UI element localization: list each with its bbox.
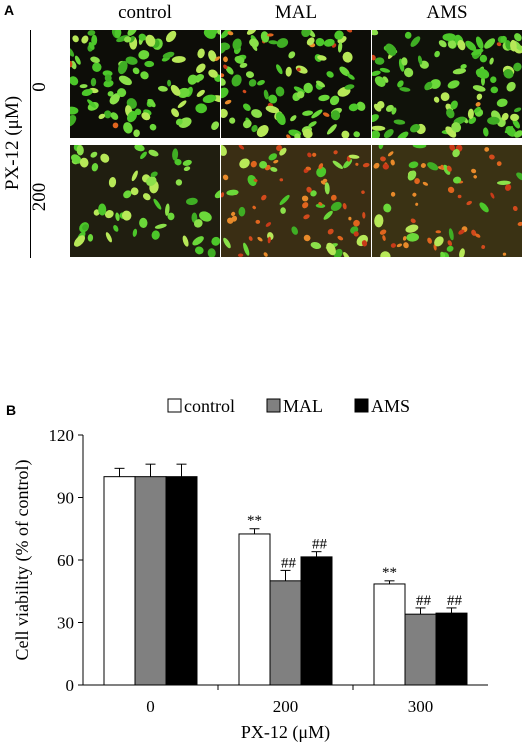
- bar-control: [103, 476, 136, 686]
- row-axis-line: [30, 30, 31, 258]
- row-label-200: 200: [29, 182, 50, 212]
- significance-label: ##: [281, 555, 297, 571]
- y-tick-label: 30: [57, 614, 74, 633]
- column-label-mal: MAL: [274, 2, 318, 23]
- legend-label-control: control: [184, 396, 235, 416]
- legend-label-ams: AMS: [371, 396, 410, 416]
- y-tick-label: 0: [66, 676, 75, 695]
- significance-label: **: [247, 513, 262, 529]
- bar-ams: [165, 476, 198, 686]
- x-tick-label: 0: [146, 697, 155, 716]
- y-axis-title: Cell viability (% of control): [12, 460, 33, 661]
- bar-ams: [300, 556, 333, 686]
- micrograph-tile-r0-c1: [221, 30, 371, 138]
- y-tick-label: 120: [49, 426, 75, 445]
- micrograph-tile-r1-c0: [70, 145, 220, 257]
- micrograph-tile-r1-c1: [221, 145, 371, 257]
- column-label-ams: AMS: [426, 2, 468, 23]
- significance-label: ##: [416, 593, 432, 609]
- bar-mal: [269, 580, 302, 686]
- legend-swatch-ams: [354, 398, 369, 413]
- significance-label: **: [382, 565, 397, 581]
- bar-control: [373, 583, 406, 686]
- row-label-0: 0: [29, 82, 50, 92]
- y-tick-label: 60: [57, 551, 74, 570]
- legend-swatch-control: [167, 398, 182, 413]
- y-tick-label: 90: [57, 489, 74, 508]
- legend-label-mal: MAL: [283, 396, 323, 416]
- bar-mal: [404, 613, 437, 686]
- micrograph-tile-r0-c2: [372, 30, 522, 138]
- x-axis-title: PX-12 (μM): [241, 722, 330, 743]
- bar-mal: [134, 476, 167, 686]
- panel-letter-a: A: [4, 2, 15, 18]
- bar-chart: 0 30 60 90 120 0 200 ** ## ## 300 ** ## ## PX-12 (μM) C…: [12, 396, 488, 743]
- panel-letter-b: B: [6, 402, 17, 418]
- micrograph-tile-r1-c2: [372, 145, 522, 257]
- significance-label: ##: [447, 593, 463, 609]
- x-tick-label: 300: [408, 697, 434, 716]
- x-tick-label: 200: [273, 697, 299, 716]
- significance-label: ##: [312, 537, 328, 553]
- row-axis-label: PX-12 (μM): [2, 95, 23, 191]
- micrograph-tile-r0-c0: [70, 30, 220, 138]
- bar-ams: [435, 612, 468, 686]
- bar-control: [238, 533, 271, 686]
- legend-swatch-mal: [266, 398, 281, 413]
- column-label-control: control: [118, 2, 172, 23]
